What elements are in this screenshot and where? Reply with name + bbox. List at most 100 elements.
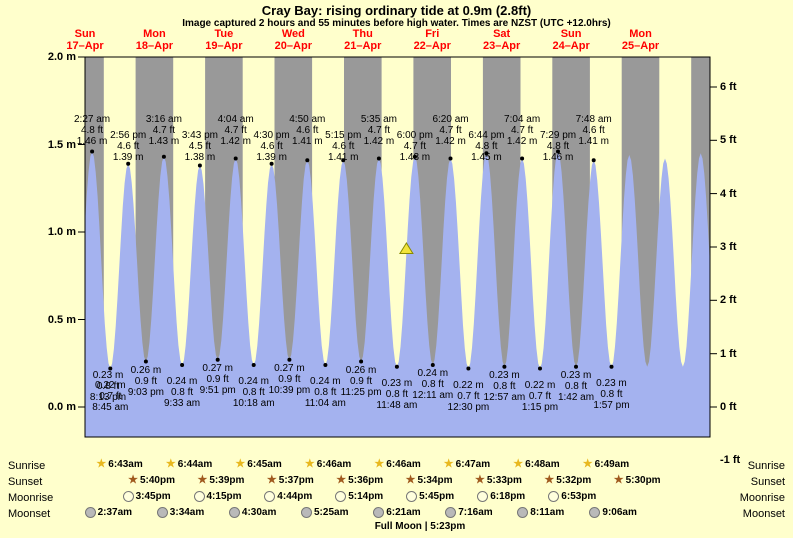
sunrise-entry: ★ 6:45am bbox=[235, 459, 282, 471]
y-axis-ft-label: 1 ft bbox=[720, 347, 737, 360]
high-tide-label: 6:20 am 4.7 ft 1.42 m bbox=[432, 114, 469, 147]
sunset-entry: ★ 5:40pm bbox=[128, 474, 175, 487]
moonset-time: 4:30am bbox=[241, 507, 277, 518]
sunrise-time: 6:46am bbox=[386, 459, 421, 470]
sunrise-icon: ★ bbox=[513, 458, 524, 470]
sunset-icon: ★ bbox=[197, 474, 208, 486]
day-label: Sun 17–Apr bbox=[66, 28, 104, 52]
y-axis-m-label: 1.0 m bbox=[47, 226, 76, 238]
page-subtitle: Image captured 2 hours and 55 minutes be… bbox=[182, 18, 611, 29]
y-axis-m-label: 0.0 m bbox=[47, 401, 76, 413]
moonrise-time: 6:53pm bbox=[561, 491, 597, 502]
high-tide-label: 2:56 pm 4.6 ft 1.39 m bbox=[110, 130, 147, 163]
sunrise-row-label-right: Sunrise bbox=[747, 460, 785, 472]
low-tide-label: 0.24 m 0.8 ft 9:33 am bbox=[163, 376, 201, 409]
sunset-icon: ★ bbox=[405, 474, 416, 486]
high-tide-label: 2:27 am 4.8 ft 1.46 m bbox=[74, 114, 111, 147]
moonrise-time: 4:15pm bbox=[206, 491, 242, 502]
low-tide-label: 0.26 m 0.9 ft 11:25 pm bbox=[340, 364, 382, 398]
moonset-icon bbox=[301, 507, 312, 518]
current-tide-marker bbox=[399, 242, 414, 254]
moonset-time: 5:25am bbox=[314, 507, 349, 518]
moonset-row-label-left: Moonset bbox=[8, 508, 51, 520]
high-tide-label: 4:04 am 4.7 ft 1.42 m bbox=[217, 114, 254, 147]
day-label: Thu 21–Apr bbox=[344, 28, 382, 52]
moonrise-row-label-right: Moonrise bbox=[739, 492, 785, 504]
y-axis-ft-label: 4 ft bbox=[720, 187, 737, 200]
moonrise-icon bbox=[406, 491, 418, 502]
sunset-time: 5:36pm bbox=[348, 475, 384, 486]
moonrise-icon bbox=[548, 491, 560, 502]
low-tide-label: 0.23 m 0.8 ft 1:42 am bbox=[557, 369, 595, 403]
moonrise-entry: 6:18pm bbox=[477, 491, 525, 502]
moonrise-entry: 5:14pm bbox=[335, 491, 383, 502]
sunrise-icon: ★ bbox=[582, 458, 593, 470]
high-tide-label: 4:50 am 4.6 ft 1.41 m bbox=[289, 114, 326, 147]
moonset-time: 3:34am bbox=[169, 507, 205, 518]
moonset-time: 2:37am bbox=[97, 507, 133, 518]
axis-ticks bbox=[78, 56, 717, 408]
sunrise-time: 6:45am bbox=[247, 459, 282, 470]
sunrise-entry: ★ 6:43am bbox=[96, 459, 142, 471]
sunrise-row-label-left: Sunrise bbox=[8, 460, 46, 472]
high-tide-label: 3:43 pm 4.5 ft 1.38 m bbox=[181, 130, 218, 163]
low-tide-label: 0.22 m 0.7 ft 12:30 pm bbox=[447, 379, 490, 413]
moonset-icon bbox=[445, 507, 457, 518]
moonset-icon bbox=[589, 507, 601, 518]
sunset-icon: ★ bbox=[128, 474, 138, 486]
y-axis-ft-label: 0 ft bbox=[720, 401, 737, 413]
moonset-icon bbox=[84, 507, 96, 518]
high-tide-label: 5:35 am 4.7 ft 1.42 m bbox=[360, 114, 397, 147]
sunrise-time: 6:46am bbox=[316, 459, 352, 470]
moonrise-icon bbox=[193, 491, 205, 502]
high-tide-label: 7:48 am 4.6 ft 1.41 m bbox=[575, 114, 612, 147]
moonrise-entry: 4:15pm bbox=[193, 491, 242, 502]
moonset-entry: 6:21am bbox=[373, 507, 421, 518]
sunrise-entry: ★ 6:44am bbox=[165, 458, 212, 471]
low-tide-label: 0.23 m 0.8 ft 1:57 pm bbox=[593, 377, 630, 411]
moonrise-time: 3:45pm bbox=[135, 491, 171, 502]
moonrise-time: 6:18pm bbox=[490, 491, 526, 502]
sunset-entry: ★ 5:36pm bbox=[336, 474, 384, 487]
low-tide-label: 0.22 m 0.7 ft 1:15 pm bbox=[521, 379, 559, 413]
day-label: Mon 18–Apr bbox=[135, 28, 174, 52]
high-tide-label: 4:30 pm 4.6 ft 1.39 m bbox=[253, 130, 290, 163]
sunset-icon: ★ bbox=[544, 474, 555, 486]
moonset-row: Moonset Moonset 2:37am 3:34am 4:30am 5:25am… bbox=[0, 507, 793, 522]
sunrise-entry: ★ 6:47am bbox=[443, 458, 490, 471]
day-label: Mon 25–Apr bbox=[621, 28, 660, 52]
tide-extreme-dots bbox=[90, 149, 614, 371]
low-tide-label: 0.24 m 0.8 ft 10:18 am bbox=[232, 376, 275, 409]
moonset-entry: 2:37am bbox=[84, 507, 133, 518]
day-label: Wed 20–Apr bbox=[274, 28, 312, 52]
sunset-icon: ★ bbox=[266, 474, 277, 486]
high-tide-label: 6:00 pm 4.7 ft 1.43 m bbox=[396, 130, 433, 163]
moonset-icon bbox=[228, 507, 240, 518]
moonrise-entry: 5:45pm bbox=[406, 491, 454, 502]
moonrise-icon bbox=[477, 491, 489, 502]
high-tide-label: 7:04 am 4.7 ft 1.42 m bbox=[504, 114, 541, 147]
low-tide-label: 0.23 m 0.8 ft 8:13 pm bbox=[89, 369, 127, 403]
sunset-entry: ★ 5:32pm bbox=[544, 474, 591, 487]
moonset-time: 8:11am bbox=[530, 507, 565, 518]
sunset-row-label-right: Sunset bbox=[750, 476, 785, 488]
sunset-icon: ★ bbox=[613, 474, 624, 486]
moonset-row-label-right: Moonset bbox=[742, 508, 785, 520]
moonset-icon bbox=[373, 507, 385, 518]
moonrise-row-label-left: Moonrise bbox=[8, 492, 54, 504]
sunset-time: 5:30pm bbox=[625, 475, 661, 486]
y-axis-m-label: 2.0 m bbox=[47, 51, 76, 63]
high-tide-label: 6:44 pm 4.8 ft 1.45 m bbox=[468, 130, 505, 163]
y-axis-ft-label: 3 ft bbox=[720, 240, 737, 253]
low-tide-label: 0.24 m 0.8 ft 11:04 am bbox=[304, 376, 346, 409]
sunset-entry: ★ 5:30pm bbox=[613, 474, 661, 487]
low-tide-label: 0.27 m 0.9 ft 10:39 pm bbox=[268, 362, 311, 396]
moonset-entry: 9:06am bbox=[589, 507, 637, 518]
low-tide-label: 0.27 m 0.9 ft 9:51 pm bbox=[199, 362, 236, 396]
moonrise-time: 5:45pm bbox=[419, 491, 455, 502]
sunrise-icon: ★ bbox=[443, 458, 454, 470]
sunrise-icon: ★ bbox=[165, 458, 176, 470]
sunset-icon: ★ bbox=[336, 474, 347, 486]
sunset-entry: ★ 5:39pm bbox=[197, 474, 245, 487]
